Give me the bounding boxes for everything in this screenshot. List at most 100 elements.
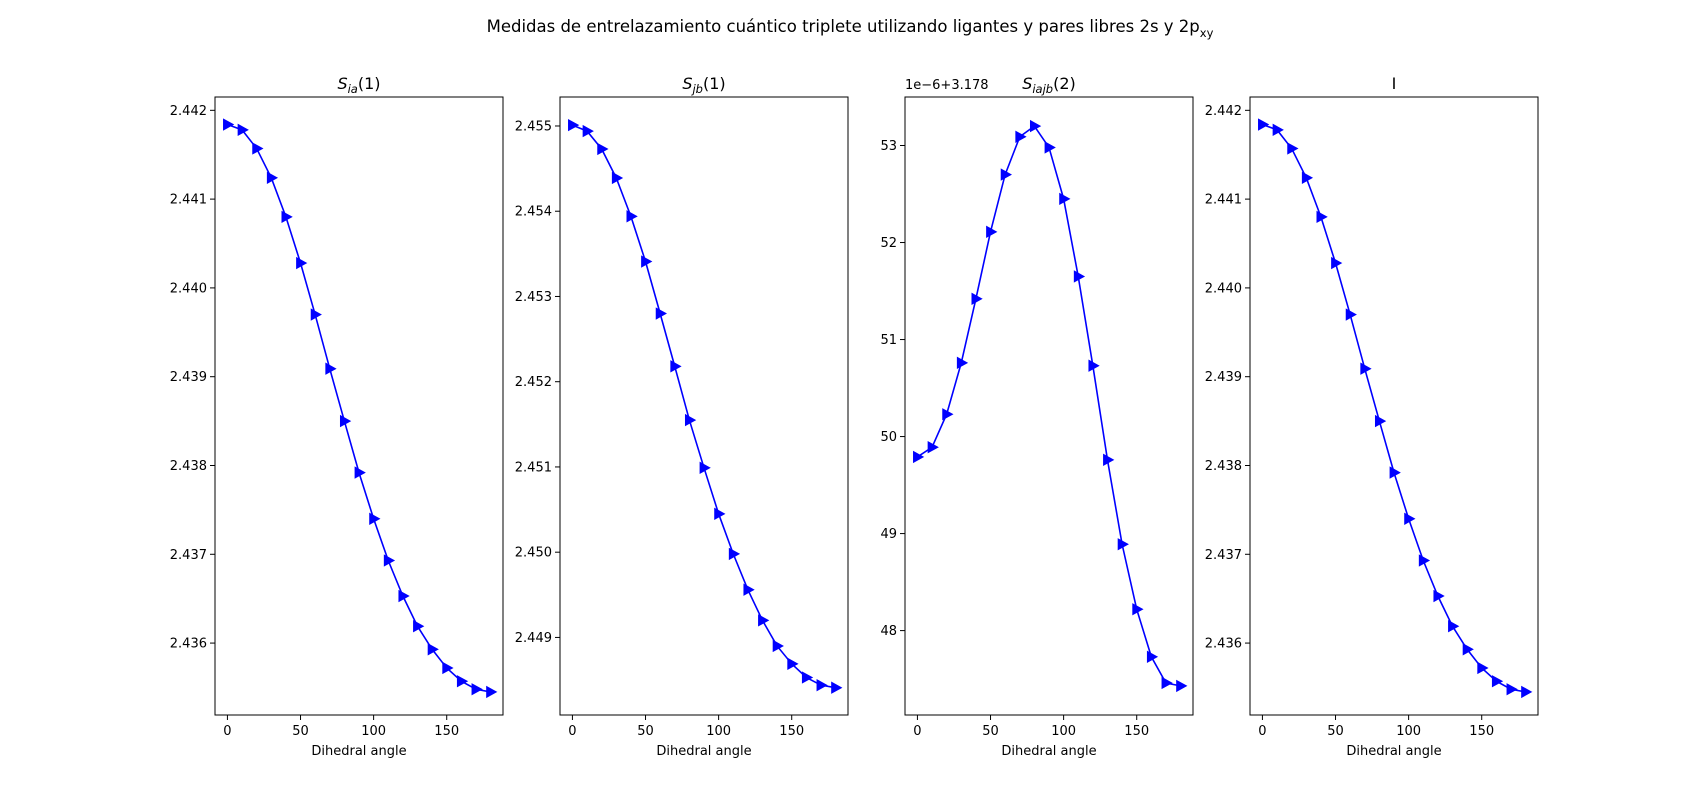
data-point (296, 256, 308, 270)
data-point (942, 408, 954, 421)
x-tick-label: 100 (361, 724, 386, 739)
data-point (281, 210, 293, 224)
x-tick-label: 50 (637, 724, 654, 739)
y-tick-label: 49 (880, 527, 897, 542)
series-line (572, 124, 836, 689)
subplot-title: I (1392, 74, 1397, 93)
data-point (831, 681, 843, 694)
x-tick-label: 150 (1469, 724, 1494, 739)
x-tick-label: 150 (779, 724, 804, 739)
x-tick-label: 0 (223, 724, 231, 739)
data-point (1176, 679, 1188, 693)
data-point (743, 583, 755, 596)
data-point (699, 461, 711, 474)
y-tick-label: 2.438 (170, 459, 207, 474)
y-tick-label: 2.453 (515, 290, 552, 305)
y-tick-label: 2.450 (515, 546, 552, 561)
series-line (227, 123, 491, 693)
data-point (597, 142, 609, 156)
data-point (1506, 683, 1518, 696)
y-tick-label: 2.454 (515, 205, 552, 220)
x-tick-label: 150 (1124, 724, 1149, 739)
data-point (986, 225, 998, 239)
data-point (927, 441, 939, 454)
data-point (670, 360, 682, 373)
y-tick-label: 2.438 (1205, 459, 1242, 474)
data-point (1044, 141, 1056, 154)
data-point (1088, 359, 1100, 372)
y-tick-label: 53 (880, 139, 897, 154)
data-point (971, 292, 983, 305)
data-point (427, 643, 439, 656)
x-axis-label: Dihedral angle (656, 744, 751, 759)
data-point (456, 675, 469, 688)
x-tick-label: 100 (1051, 724, 1076, 739)
data-point (1161, 676, 1173, 690)
plot-frame (904, 96, 1194, 716)
x-tick-label: 50 (292, 724, 309, 739)
x-axis-label: Dihedral angle (1001, 744, 1096, 759)
data-point (1418, 554, 1431, 567)
data-point (641, 255, 653, 268)
y-tick-label: 2.449 (515, 631, 552, 646)
y-tick-label: 2.436 (170, 637, 207, 652)
data-point (252, 142, 264, 155)
data-point (1331, 256, 1343, 270)
subplot-title: Siajb(2) (1022, 74, 1076, 96)
data-point (913, 450, 925, 464)
x-tick-label: 0 (568, 724, 576, 739)
data-point (728, 547, 741, 561)
figure-title: Medidas de entrelazamiento cuántico trip… (487, 17, 1214, 40)
y-tick-label: 52 (880, 236, 897, 251)
plot-frame (559, 96, 849, 716)
data-point (354, 466, 366, 479)
data-point (1462, 643, 1474, 656)
subplot-4: I 0 50 100 150 2.436 2.437 2.438 2.439 2.440 2.441… (1205, 74, 1539, 759)
x-tick-label: 150 (434, 724, 459, 739)
data-point (339, 414, 352, 428)
data-point (1132, 603, 1144, 616)
y-tick-label: 2.437 (170, 548, 207, 563)
plot-frame (214, 96, 504, 716)
y-tick-label: 2.439 (1205, 370, 1242, 385)
x-tick-label: 100 (1396, 724, 1421, 739)
y-tick-label: 2.441 (170, 193, 207, 208)
data-point (684, 413, 697, 427)
data-point (1404, 512, 1416, 525)
x-tick-label: 50 (1327, 724, 1344, 739)
data-point (1316, 210, 1328, 224)
y-tick-label: 2.440 (1205, 281, 1242, 296)
subplot-title: Sjb(1) (682, 74, 725, 96)
y-tick-label: 2.442 (1205, 104, 1242, 119)
y-tick-label: 2.439 (170, 370, 207, 385)
data-point (787, 657, 799, 671)
data-point (1117, 538, 1129, 551)
data-point (1287, 142, 1299, 155)
y-tick-label: 2.437 (1205, 548, 1242, 563)
data-point (1389, 466, 1401, 479)
data-point (1029, 119, 1042, 133)
data-point (582, 124, 594, 138)
data-point (1360, 362, 1372, 375)
subplot-1: Sia(1) 0 50 100 150 2.436 2.437 2.438 2.439 2.440… (170, 74, 504, 759)
data-point (237, 123, 249, 137)
data-point (1301, 171, 1314, 184)
data-point (655, 307, 667, 320)
data-point (471, 683, 483, 696)
data-point (266, 171, 279, 184)
y-tick-label: 2.455 (515, 119, 552, 134)
subplot-3: Siajb(2) 0 50 100 150 48 49 50 51 52 53 1e−6+3.178 D… (880, 74, 1194, 759)
data-point (1015, 130, 1027, 143)
y-tick-label: 2.436 (1205, 637, 1242, 652)
data-point (1103, 453, 1115, 467)
data-point (310, 308, 322, 321)
series-line (916, 124, 1181, 687)
x-tick-label: 0 (1258, 724, 1266, 739)
data-point (816, 678, 828, 692)
data-point (801, 671, 814, 684)
y-tick-label: 2.452 (515, 375, 552, 390)
data-point (1521, 685, 1533, 699)
data-point (714, 507, 726, 521)
data-point (325, 362, 337, 375)
